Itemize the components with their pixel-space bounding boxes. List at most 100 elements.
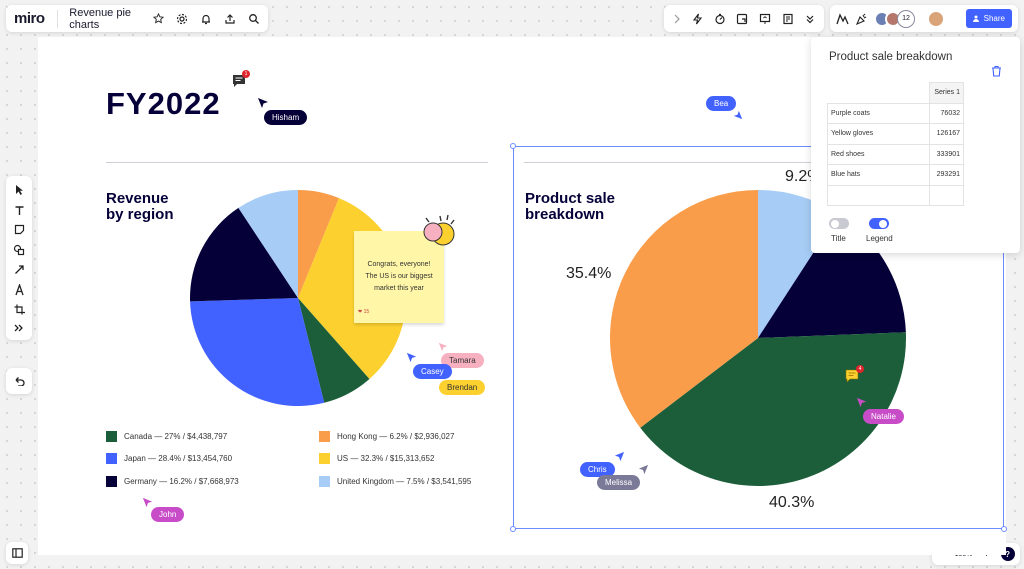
title-toggle-label: Title bbox=[831, 234, 846, 243]
select-cursor-icon[interactable] bbox=[14, 184, 24, 196]
connection-line-icon[interactable] bbox=[14, 264, 25, 275]
pen-icon[interactable] bbox=[14, 283, 25, 296]
series-header[interactable]: Series 1 bbox=[929, 82, 964, 104]
comment-marker-chart[interactable]: 4 bbox=[845, 365, 864, 388]
table-row: Yellow gloves 126167 bbox=[827, 123, 964, 145]
cursor-label-melissa: Melissa bbox=[597, 475, 641, 490]
table-row: Blue hats 293291 bbox=[827, 164, 964, 186]
more-tools-icon[interactable] bbox=[14, 324, 24, 332]
table-cell-label[interactable]: Red shoes bbox=[827, 143, 930, 165]
legend-item-hong-kong: Hong Kong — 6.2% / $2,936,027 bbox=[319, 431, 454, 442]
cursor-arrow-hisham bbox=[258, 98, 268, 108]
upload-icon[interactable] bbox=[224, 13, 236, 25]
bell-icon[interactable] bbox=[200, 13, 212, 25]
sticky-line: market this year bbox=[374, 285, 424, 292]
sticky-note-icon[interactable] bbox=[14, 224, 25, 235]
page-title: FY2022 bbox=[106, 86, 221, 121]
board-title[interactable]: Revenue pie charts bbox=[69, 6, 132, 31]
frame-icon[interactable] bbox=[736, 13, 748, 25]
table-cell-empty bbox=[828, 83, 930, 104]
pie-slice-germany[interactable] bbox=[190, 207, 298, 302]
lightning-icon[interactable] bbox=[692, 13, 703, 25]
sticky-note[interactable]: Congrats, everyone! The US is our bigges… bbox=[354, 231, 444, 323]
table-cell-label[interactable]: Purple coats bbox=[827, 102, 930, 124]
table-cell-value[interactable]: 76032 bbox=[929, 102, 964, 124]
legend-toggle[interactable] bbox=[869, 218, 889, 229]
table-cell-label[interactable]: Blue hats bbox=[827, 164, 930, 186]
table-cell-label[interactable]: Yellow gloves bbox=[827, 123, 930, 145]
title-toggle[interactable] bbox=[829, 218, 849, 229]
pie-slice-red-shoes[interactable] bbox=[640, 332, 906, 486]
cursor-arrow-natalie bbox=[856, 397, 867, 408]
legend-label: Canada — 27% / $4,438,797 bbox=[124, 432, 228, 441]
legend-swatch bbox=[319, 476, 330, 487]
star-icon[interactable] bbox=[153, 13, 164, 24]
pie-slice-japan[interactable] bbox=[190, 298, 325, 406]
chevron-right-icon[interactable] bbox=[673, 14, 681, 24]
user-avatar[interactable] bbox=[927, 9, 945, 28]
collaborator-count[interactable]: 12 bbox=[897, 9, 915, 28]
table-cell-value[interactable]: 293291 bbox=[929, 164, 964, 186]
chart-settings-panel: Product sale breakdown Series 1 Purple c… bbox=[811, 37, 1020, 253]
celebrate-icon[interactable] bbox=[855, 13, 868, 25]
people-icon bbox=[972, 15, 981, 22]
present-icon[interactable] bbox=[759, 13, 771, 25]
legend-swatch bbox=[106, 431, 117, 442]
table-cell-empty[interactable] bbox=[929, 184, 964, 206]
chart-selection-box[interactable] bbox=[513, 146, 1004, 529]
legend-item-us: US — 32.3% / $15,313,652 bbox=[319, 453, 434, 464]
miro-logo[interactable]: miro bbox=[14, 10, 45, 27]
pie-slice-canada[interactable] bbox=[298, 298, 370, 403]
shapes-icon[interactable] bbox=[13, 244, 25, 256]
timer-icon[interactable] bbox=[714, 13, 726, 25]
legend-item-canada: Canada — 27% / $4,438,797 bbox=[106, 431, 227, 442]
table-cell-empty[interactable] bbox=[827, 184, 930, 206]
text-tool-icon[interactable] bbox=[14, 205, 25, 216]
revenue-heading: Revenue by region bbox=[106, 191, 174, 223]
resize-handle[interactable] bbox=[510, 143, 516, 149]
more-chevron-icon[interactable] bbox=[805, 14, 815, 24]
legend-swatch bbox=[106, 476, 117, 487]
undo-button[interactable] bbox=[6, 368, 32, 394]
table-row-empty bbox=[827, 184, 964, 206]
pie-slice-united-kingdom[interactable] bbox=[238, 190, 298, 298]
legend-label: Hong Kong — 6.2% / $2,936,027 bbox=[337, 432, 455, 441]
table-cell-value[interactable]: 333901 bbox=[929, 143, 964, 165]
trash-icon[interactable] bbox=[991, 65, 1002, 77]
cursor-arrow-tamara bbox=[438, 342, 448, 352]
settings-icon[interactable] bbox=[176, 13, 188, 25]
pie-label-orange: 35.4% bbox=[566, 265, 612, 282]
sticky-reaction[interactable]: ❤ 15 bbox=[358, 309, 370, 315]
search-icon[interactable] bbox=[248, 13, 260, 25]
top-tools-bar bbox=[664, 5, 824, 32]
top-left-bar: miro Revenue pie charts bbox=[6, 5, 268, 32]
table-cell-value[interactable]: 126167 bbox=[929, 123, 964, 145]
table-row: Red shoes 333901 bbox=[827, 143, 964, 165]
cursor-label-chris: Chris bbox=[580, 462, 615, 477]
legend-label: Japan — 28.4% / $13,454,760 bbox=[124, 454, 233, 463]
notes-icon[interactable] bbox=[782, 13, 794, 25]
divider-right bbox=[524, 162, 814, 163]
share-button[interactable]: Share bbox=[965, 9, 1012, 28]
top-right-bar: 12 Share bbox=[830, 5, 1018, 32]
comment-marker[interactable]: 1 bbox=[232, 70, 250, 93]
comment-badge: 1 bbox=[242, 70, 250, 78]
crop-frame-icon[interactable] bbox=[14, 304, 25, 315]
clap-sticker-icon[interactable] bbox=[418, 210, 460, 250]
legend-swatch bbox=[319, 431, 330, 442]
resize-handle[interactable] bbox=[1001, 526, 1007, 532]
reactions-icon[interactable] bbox=[836, 12, 849, 25]
table-header-row: Series 1 bbox=[828, 82, 964, 104]
cursor-label-natalie: Natalie bbox=[863, 409, 904, 424]
sticky-line: The US is our biggest bbox=[365, 273, 433, 280]
legend-item-germany: Germany — 16.2% / $7,668,973 bbox=[106, 476, 239, 487]
pie-slice-hong-kong[interactable] bbox=[298, 190, 340, 298]
toggle-knob bbox=[879, 219, 887, 228]
resize-handle[interactable] bbox=[510, 526, 516, 532]
pie-slice-blue-hats[interactable] bbox=[610, 190, 758, 428]
collaborators-group[interactable]: 12 bbox=[874, 9, 915, 28]
left-toolbar bbox=[6, 176, 32, 340]
pages-toggle-button[interactable] bbox=[6, 542, 28, 564]
table-row: Purple coats 76032 bbox=[827, 102, 964, 124]
panel-title: Product sale breakdown bbox=[829, 51, 953, 63]
